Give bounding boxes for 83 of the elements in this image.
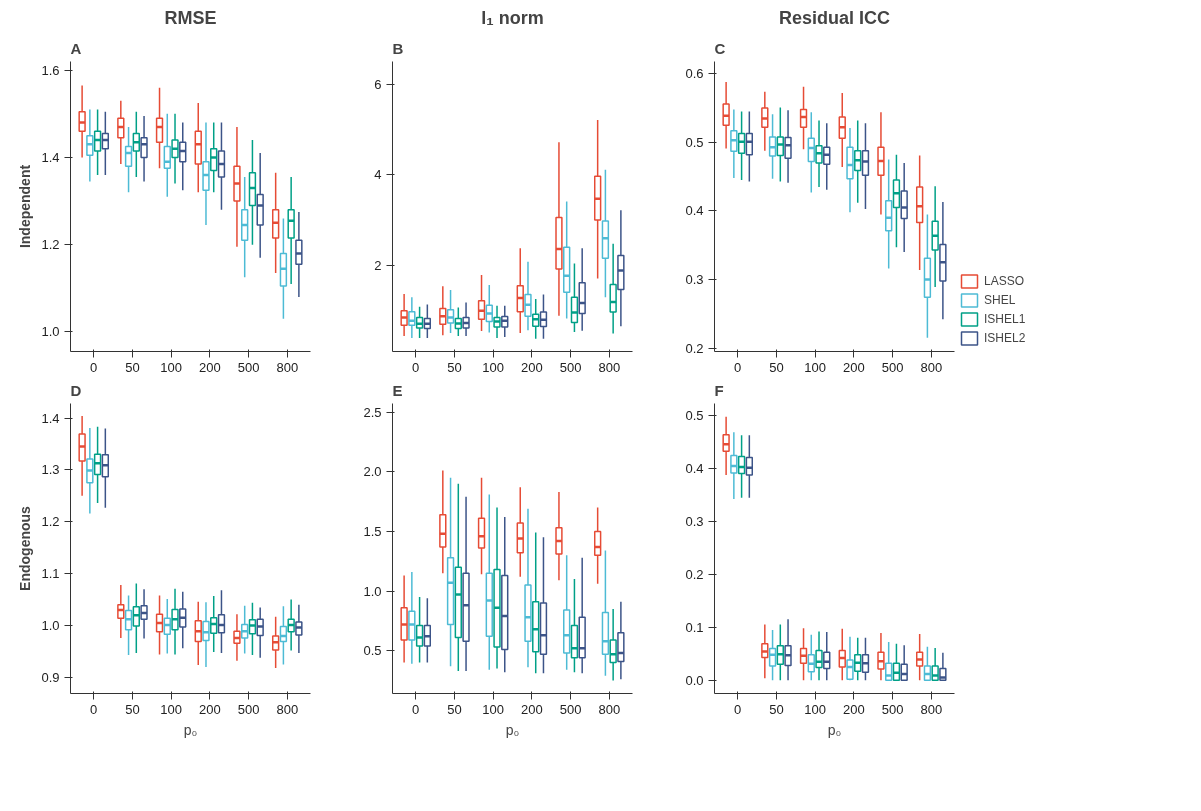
- x-tick-label: 200: [199, 701, 221, 717]
- x-axis-title: p₀: [505, 721, 520, 738]
- y-tick-label: 1.2: [41, 514, 60, 530]
- x-tick-label: 100: [482, 359, 504, 375]
- x-tick-label: 200: [521, 701, 543, 717]
- x-tick-label: 100: [804, 359, 826, 375]
- x-tick-label: 100: [482, 701, 504, 717]
- text: E: [392, 381, 403, 399]
- x-tick-label: 50: [769, 701, 784, 717]
- x-tick-label: 200: [843, 701, 865, 717]
- y-tick-label: 0.1: [685, 619, 704, 635]
- y-tick-label: 1.5: [363, 523, 382, 539]
- x-axis-title: p₀: [183, 721, 198, 738]
- chart-title: RMSE: [164, 7, 217, 28]
- x-tick-label: 0: [412, 701, 420, 717]
- y-tick-label: 2.5: [363, 404, 382, 420]
- x-tick-label: 800: [598, 359, 621, 375]
- y-tick-label: 1.3: [41, 462, 60, 478]
- y-axis-title: Endogenous: [17, 505, 34, 591]
- y-tick-label: 0.5: [363, 643, 382, 659]
- legend-label: LASSO: [984, 274, 1025, 288]
- y-tick-label: 1.2: [41, 237, 60, 253]
- x-tick-label: 200: [843, 359, 865, 375]
- y-tick-label: 1.0: [41, 618, 60, 634]
- y-tick-label: 1.0: [41, 324, 60, 340]
- chart-title: Residual ICC: [778, 7, 891, 28]
- y-tick-label: 1.4: [41, 410, 60, 426]
- y-tick-label: 0.3: [685, 513, 704, 529]
- x-tick-label: 0: [734, 359, 742, 375]
- legend-label: ISHEL2: [984, 331, 1026, 345]
- x-tick-label: 0: [90, 359, 98, 375]
- x-tick-label: 200: [521, 359, 543, 375]
- y-tick-label: 0.5: [685, 407, 704, 423]
- y-tick-label: 0.2: [685, 340, 704, 356]
- legend-label: ISHEL1: [984, 312, 1026, 326]
- y-tick-label: 4: [374, 167, 382, 183]
- text: C: [714, 39, 726, 57]
- y-tick-label: 1.4: [41, 149, 60, 165]
- x-tick-label: 500: [237, 701, 260, 717]
- x-tick-label: 100: [804, 701, 826, 717]
- text: F: [714, 381, 724, 399]
- text: D: [70, 381, 82, 399]
- x-tick-label: 800: [920, 359, 943, 375]
- y-tick-label: 0.6: [685, 66, 704, 82]
- x-tick-label: 800: [598, 701, 621, 717]
- x-tick-label: 50: [769, 359, 784, 375]
- x-tick-label: 100: [160, 701, 182, 717]
- x-tick-label: 0: [734, 701, 742, 717]
- x-tick-label: 50: [125, 359, 140, 375]
- x-tick-label: 800: [920, 701, 943, 717]
- text: A: [70, 39, 82, 57]
- x-tick-label: 50: [447, 359, 462, 375]
- y-tick-label: 6: [374, 76, 382, 92]
- x-tick-label: 0: [412, 359, 420, 375]
- y-tick-label: 0.3: [685, 272, 704, 288]
- y-tick-label: 2.0: [363, 464, 382, 480]
- x-tick-label: 0: [90, 701, 98, 717]
- x-tick-label: 800: [276, 359, 299, 375]
- y-tick-label: 1.0: [363, 583, 382, 599]
- x-tick-label: 500: [559, 701, 582, 717]
- y-tick-label: 0.4: [685, 460, 704, 476]
- x-tick-label: 50: [447, 701, 462, 717]
- y-tick-label: 2: [374, 257, 382, 273]
- x-tick-label: 800: [276, 701, 299, 717]
- x-tick-label: 500: [881, 701, 904, 717]
- x-axis-title: p₀: [827, 721, 842, 738]
- y-tick-label: 0.2: [685, 566, 704, 582]
- y-tick-label: 1.1: [41, 566, 60, 582]
- legend-label: SHEL: [984, 293, 1016, 307]
- y-tick-label: 0.9: [41, 669, 60, 685]
- y-tick-label: 0.0: [685, 672, 704, 688]
- x-tick-label: 500: [881, 359, 904, 375]
- x-tick-label: 50: [125, 701, 140, 717]
- y-tick-label: 0.5: [685, 134, 704, 150]
- x-tick-label: 200: [199, 359, 221, 375]
- x-tick-label: 500: [559, 359, 582, 375]
- y-tick-label: 0.4: [685, 203, 704, 219]
- y-tick-label: 1.6: [41, 62, 60, 78]
- y-axis-title: Independent: [17, 164, 34, 249]
- x-tick-label: 100: [160, 359, 182, 375]
- chart-title: l₁ norm: [481, 7, 544, 28]
- text: B: [392, 39, 404, 57]
- x-tick-label: 500: [237, 359, 260, 375]
